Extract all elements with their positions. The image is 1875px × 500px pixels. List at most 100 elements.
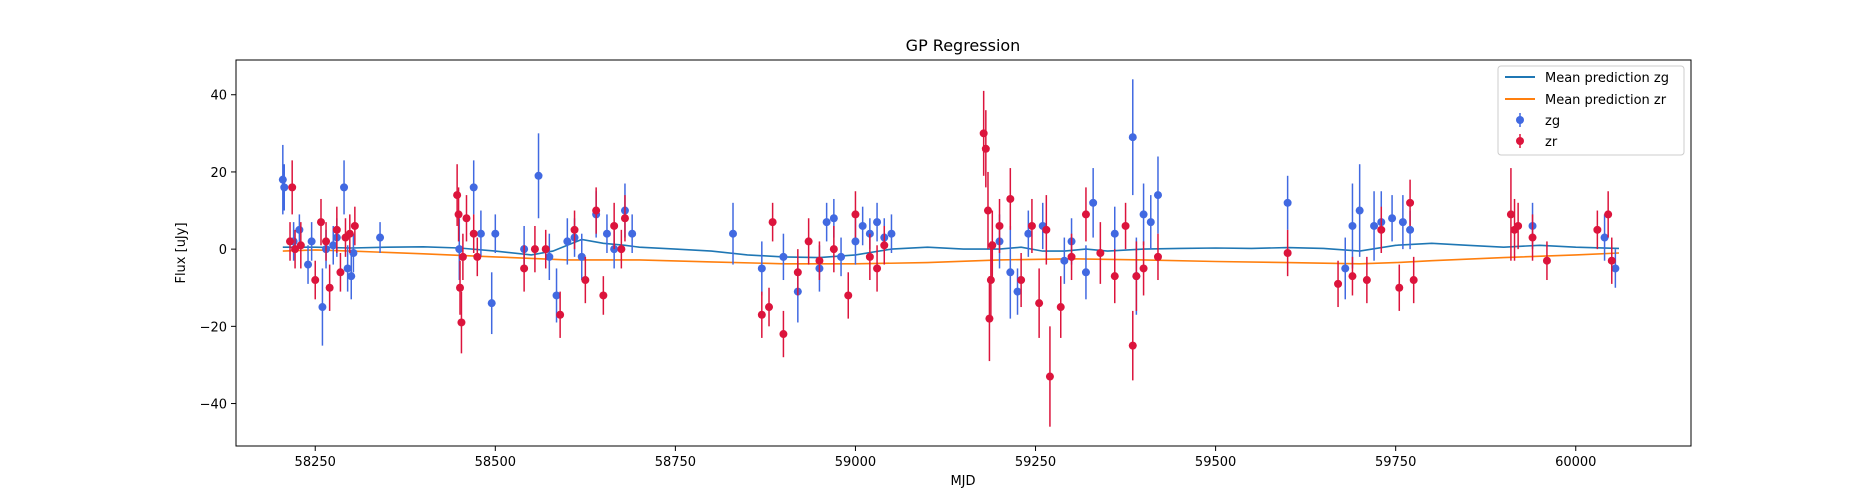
point-zg (563, 237, 572, 246)
point-zr (336, 268, 345, 277)
legend-label-zg: zg (1545, 114, 1560, 129)
point-zr (1017, 276, 1026, 285)
x-axis-label: MJD (950, 474, 975, 489)
point-zg (729, 229, 738, 238)
point-zr (620, 214, 629, 223)
point-zr (286, 237, 295, 246)
point-zr (1593, 225, 1602, 234)
point-zr (804, 237, 813, 246)
point-zg (304, 260, 313, 269)
point-zr (880, 241, 889, 250)
point-zr (1067, 252, 1076, 261)
point-zg (295, 225, 304, 234)
x-tick-label: 59750 (1375, 455, 1416, 470)
point-zg (1398, 218, 1407, 227)
point-zg (1283, 198, 1292, 207)
point-zg (1370, 221, 1379, 230)
point-zr (1056, 303, 1065, 312)
point-zr (1607, 256, 1616, 265)
point-zr (345, 229, 354, 238)
point-zg (318, 303, 327, 312)
y-axis-label: Flux [uJy] (174, 222, 189, 283)
point-zr (1139, 264, 1148, 273)
point-zr (844, 291, 853, 300)
point-zg (1060, 256, 1069, 265)
x-tick-label: 60000 (1555, 455, 1596, 470)
point-zr (1096, 249, 1105, 257)
x-tick-label: 59250 (1015, 455, 1056, 470)
point-zg (476, 229, 485, 238)
point-zg (1139, 210, 1148, 219)
point-zr (541, 245, 550, 254)
point-zg (887, 229, 896, 238)
point-zg (1388, 214, 1397, 223)
point-zr (350, 221, 359, 230)
point-zr (995, 221, 1004, 230)
point-zr (1395, 283, 1404, 292)
axes-frame (235, 59, 1692, 447)
y-axis: −40 −20 0 20 40 (200, 89, 236, 413)
point-zg (1081, 268, 1090, 277)
point-zg (329, 241, 338, 250)
point-zr (288, 183, 297, 192)
point-zr (1153, 252, 1162, 261)
x-tick-label: 58500 (475, 455, 516, 470)
point-zr (1081, 210, 1090, 219)
point-zr (1528, 233, 1537, 242)
y-tick-label: 20 (210, 166, 227, 181)
point-zg (1406, 225, 1415, 234)
point-zr (1110, 272, 1119, 281)
point-zr (829, 245, 838, 254)
point-zr (1045, 372, 1054, 381)
point-zg (837, 252, 846, 261)
point-zg (1153, 191, 1162, 200)
point-zr (1406, 198, 1415, 207)
point-zg (280, 183, 289, 192)
point-zr (332, 225, 341, 234)
point-zg (851, 237, 860, 246)
point-zr (454, 210, 463, 219)
point-zg (602, 229, 611, 238)
point-zg (487, 299, 496, 308)
chart-title: GP Regression (906, 36, 1021, 55)
point-zg (349, 249, 358, 257)
point-zg (340, 183, 349, 192)
point-zr (988, 241, 997, 250)
plot-area (278, 79, 1620, 427)
point-zr (581, 276, 590, 285)
point-zr (1542, 256, 1551, 265)
point-zr (986, 276, 995, 285)
point-zr (1121, 221, 1130, 230)
point-zr (473, 252, 482, 261)
point-zr (457, 318, 466, 327)
point-zr (296, 241, 305, 250)
point-zr (617, 245, 626, 254)
point-zg (534, 171, 543, 180)
point-zg (545, 252, 554, 261)
point-zg (829, 214, 838, 223)
point-zg (1146, 218, 1155, 227)
point-zr (1006, 194, 1015, 203)
x-tick-label: 58250 (295, 455, 336, 470)
point-zr (291, 245, 300, 254)
point-zr (765, 303, 774, 312)
legend: Mean prediction zg Mean prediction zr zg… (1497, 65, 1685, 156)
point-zg (1024, 229, 1033, 238)
point-zr (1348, 272, 1357, 281)
legend-label-zr: zr (1545, 135, 1558, 150)
legend-marker-zg (1516, 116, 1524, 124)
point-zg (552, 291, 561, 300)
point-zr (1042, 225, 1051, 234)
x-axis: 58250 58500 58750 59000 59250 59500 59750 60000 (295, 446, 1596, 470)
point-zr (793, 268, 802, 277)
y-tick-label: 0 (219, 243, 227, 258)
point-zr (469, 229, 478, 238)
point-zg (779, 252, 788, 261)
legend-label-zr-mean: Mean prediction zr (1545, 93, 1667, 108)
point-zg (873, 218, 882, 227)
point-zr (520, 264, 529, 273)
point-zg (343, 264, 352, 273)
point-zr (1377, 225, 1386, 234)
point-zr (453, 191, 462, 200)
y-tick-label: −40 (200, 398, 227, 413)
